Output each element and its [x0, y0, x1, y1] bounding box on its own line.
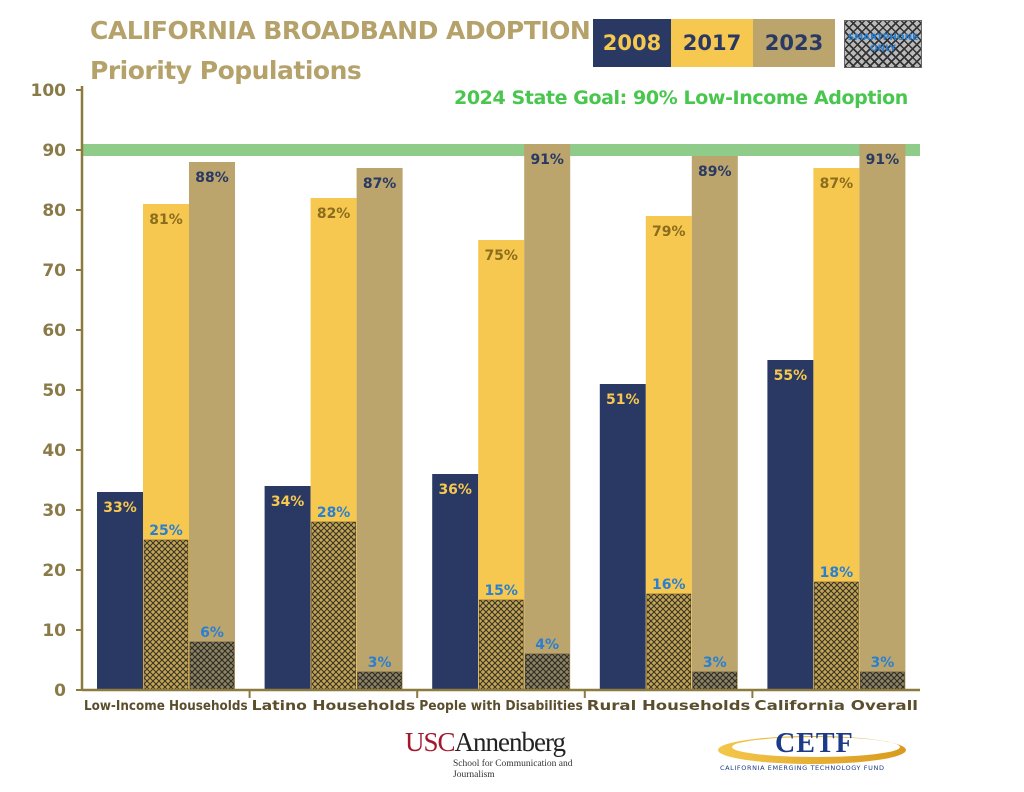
bar-2023: [691, 156, 738, 690]
bar-label-2008: 36%: [438, 482, 472, 498]
bar-label-2008: 34%: [271, 494, 305, 510]
y-tick-label: 10: [42, 621, 66, 641]
y-tick-label: 20: [42, 561, 66, 581]
legend-smartphone-label-1: SMARTPHONE: [847, 33, 919, 43]
bar-2023: [189, 162, 235, 690]
cetf-logo: CETF CALIFORNIA EMERGING TECHNOLOGY FUND: [712, 720, 912, 780]
smartphone-bar-2017: [814, 581, 859, 691]
usc-annenberg-logo: USCAnnenberg School for Communication an…: [405, 727, 573, 780]
usc-wordmark: USC: [405, 727, 456, 757]
chart-subtitle: Priority Populations: [90, 56, 362, 85]
smartphone-label-2017: 16%: [652, 577, 686, 593]
bar-2023: [859, 144, 906, 690]
y-tick-label: 100: [31, 81, 67, 101]
y-tick-label: 40: [42, 441, 66, 461]
legend-2017: 2017: [671, 19, 753, 67]
bar-label-2017: 81%: [149, 212, 183, 228]
bar-label-2017: 87%: [820, 176, 854, 192]
cetf-full-name: CALIFORNIA EMERGING TECHNOLOGY FUND: [720, 764, 885, 772]
smartphone-bar-2017: [143, 539, 189, 691]
goal-line: [82, 144, 920, 156]
smartphone-bar-2017: [478, 599, 524, 691]
bar-2023: [356, 168, 403, 690]
smartphone-label-2017: 15%: [484, 583, 518, 599]
smartphone-label-2023: 4%: [535, 637, 559, 653]
bar-label-2023: 88%: [195, 170, 229, 186]
x-category-label: Latino Households: [252, 699, 416, 714]
labels-layer: 33% 81% 88% 25% 6% 34% 82% 87% 28% 3% 36% 75% 91% 15%…: [103, 152, 899, 671]
cetf-swoosh-icon: [718, 736, 906, 764]
bar-2008: [264, 486, 311, 690]
smartphone-bar-2023: [860, 671, 905, 691]
usc-school-name: School for Communication and Journalism: [453, 759, 573, 780]
smartphone-bar-2023: [692, 671, 738, 691]
smartphone-bar-2023: [189, 641, 235, 691]
y-tick-label: 90: [42, 141, 66, 161]
smartphone-bar-2023: [524, 653, 570, 691]
bar-label-2017: 79%: [652, 224, 686, 240]
x-category-label: Rural Households: [587, 699, 751, 714]
y-tick-label: 60: [42, 321, 66, 341]
annenberg-wordmark: Annenberg: [454, 727, 566, 757]
smartphone-bar-2017: [646, 593, 692, 691]
bar-label-2017: 75%: [484, 248, 518, 264]
bars-layer: [97, 144, 906, 691]
smartphone-label-2023: 3%: [703, 655, 727, 671]
cetf-wordmark: CETF: [775, 728, 854, 759]
smartphone-label-2023: 6%: [200, 625, 224, 641]
goal-label: 2024 State Goal: 90% Low-Income Adoption: [454, 87, 908, 109]
legend-2008: 2008: [593, 19, 671, 67]
y-tick-label: 30: [42, 501, 66, 521]
x-category-label: People with Disabilities: [419, 699, 583, 714]
smartphone-label-2017: 28%: [317, 505, 351, 521]
goal-layer: [82, 144, 920, 156]
bar-label-2008: 51%: [606, 392, 640, 408]
chart-title: CALIFORNIA BROADBAND ADOPTION: [90, 16, 591, 45]
legend-smartphone-label-2: ONLY: [869, 44, 897, 54]
smartphone-bar-2017: [311, 521, 356, 691]
bar-2008: [432, 474, 479, 690]
smartphone-label-2023: 3%: [368, 655, 392, 671]
bar-2008: [599, 384, 646, 690]
x-category-label: Low-Income Households: [84, 699, 248, 714]
bar-2008: [767, 360, 814, 690]
bar-label-2008: 33%: [103, 500, 137, 516]
smartphone-label-2023: 3%: [871, 655, 895, 671]
bar-label-2008: 55%: [774, 368, 808, 384]
y-tick-label: 70: [42, 261, 66, 281]
smartphone-label-2017: 25%: [149, 523, 183, 539]
x-category-label: California Overall: [754, 699, 918, 714]
axis-layer: 0 10 20 30 40 50 60 70 80 90 100 Low-Income Househo…: [31, 81, 920, 714]
bar-2008: [97, 492, 143, 690]
y-tick-label: 80: [42, 201, 66, 221]
legend-smartphone-only: SMARTPHONE ONLY: [844, 20, 922, 68]
bar-label-2023: 89%: [698, 164, 732, 180]
bar-label-2017: 82%: [317, 206, 351, 222]
bar-label-2023: 91%: [530, 152, 564, 168]
bar-label-2023: 87%: [363, 176, 397, 192]
y-tick-label: 50: [42, 381, 66, 401]
smartphone-bar-2023: [357, 671, 402, 691]
bar-2023: [524, 144, 571, 690]
legend-2023: 2023: [753, 19, 835, 67]
smartphone-label-2017: 18%: [820, 565, 854, 581]
y-tick-label: 0: [54, 681, 66, 701]
bar-label-2023: 91%: [866, 152, 900, 168]
